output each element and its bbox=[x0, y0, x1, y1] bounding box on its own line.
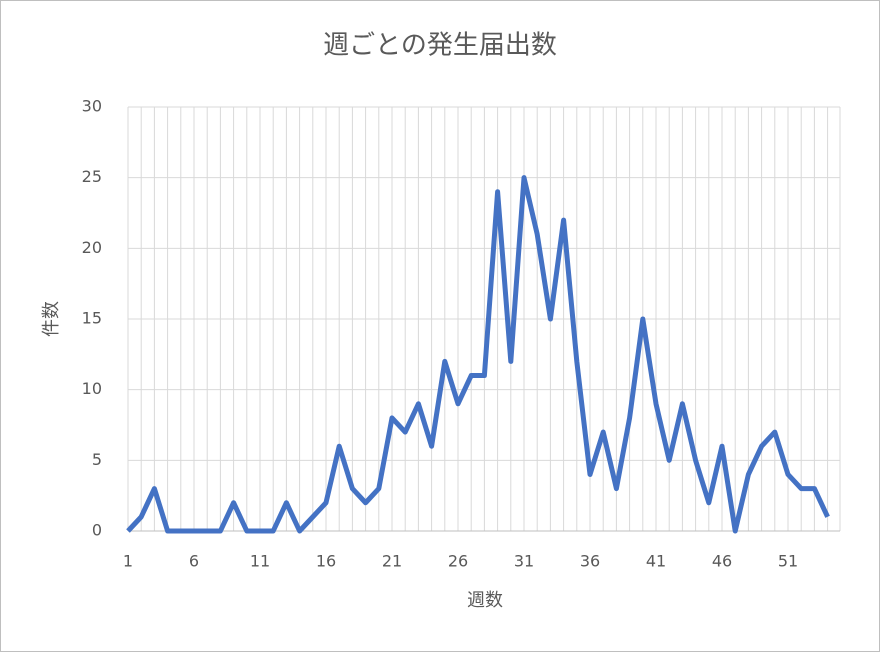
y-tick-label: 10 bbox=[82, 379, 102, 398]
y-tick-label: 20 bbox=[82, 238, 102, 257]
y-tick-label: 5 bbox=[92, 450, 102, 469]
x-tick-label: 41 bbox=[646, 552, 666, 571]
x-tick-label: 51 bbox=[778, 552, 798, 571]
x-tick-label: 26 bbox=[448, 552, 468, 571]
y-tick-label: 30 bbox=[82, 97, 102, 116]
y-tick-label: 15 bbox=[82, 309, 102, 328]
y-axis-label: 件数 bbox=[41, 301, 62, 337]
x-tick-label: 6 bbox=[189, 552, 199, 571]
y-tick-label: 25 bbox=[82, 167, 102, 186]
x-tick-label: 46 bbox=[712, 552, 732, 571]
x-axis-label: 週数 bbox=[467, 590, 503, 611]
x-tick-label: 31 bbox=[514, 552, 534, 571]
data-line bbox=[126, 175, 830, 534]
x-tick-label: 11 bbox=[250, 552, 270, 571]
y-tick-label: 0 bbox=[92, 521, 102, 540]
x-tick-label: 1 bbox=[123, 552, 133, 571]
x-tick-label: 16 bbox=[316, 552, 336, 571]
x-tick-label: 21 bbox=[382, 552, 402, 571]
chart-title: 週ごとの発生届出数 bbox=[323, 31, 557, 61]
x-tick-label: 36 bbox=[580, 552, 600, 571]
